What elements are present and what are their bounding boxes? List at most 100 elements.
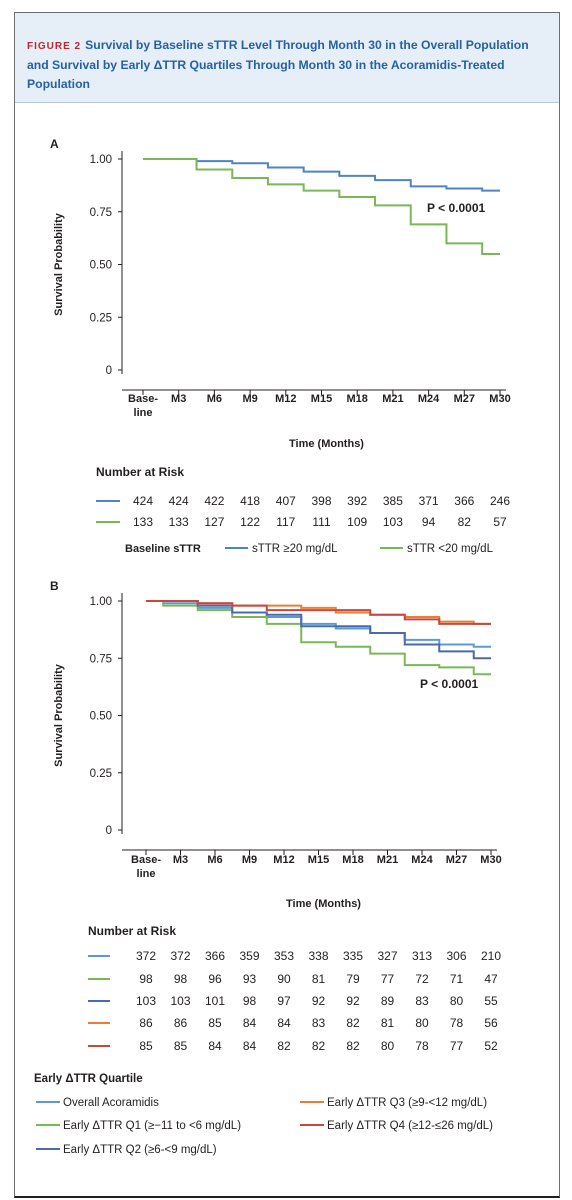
risk-cell: 103 bbox=[136, 994, 156, 1008]
risk-cell: 424 bbox=[169, 494, 189, 508]
risk-cell: 86 bbox=[139, 1016, 153, 1030]
p-value-annotation: P < 0.0001 bbox=[420, 677, 478, 691]
x-tick-label: M21 bbox=[377, 854, 398, 866]
y-tick-label: 0.50 bbox=[90, 260, 112, 272]
risk-cell: 98 bbox=[174, 972, 188, 986]
x-tick-label: M9 bbox=[242, 854, 257, 866]
y-axis-label: Survival Probability bbox=[53, 212, 65, 316]
risk-cell: 83 bbox=[415, 994, 429, 1008]
risk-cell: 79 bbox=[346, 972, 360, 986]
risk-cell: 117 bbox=[276, 515, 295, 529]
risk-cell: 366 bbox=[454, 494, 474, 508]
x-tick-label: M27 bbox=[446, 854, 467, 866]
x-tick-label: M3 bbox=[171, 393, 186, 405]
x-tick-label: M30 bbox=[489, 393, 510, 405]
risk-cell: 77 bbox=[450, 1039, 464, 1053]
risk-cell: 353 bbox=[274, 949, 294, 963]
risk-cell: 57 bbox=[493, 515, 507, 529]
risk-cell: 98 bbox=[139, 972, 153, 986]
risk-cell: 122 bbox=[240, 515, 260, 529]
x-tick-label: M3 bbox=[173, 854, 188, 866]
risk-cell: 133 bbox=[133, 515, 153, 529]
risk-cell: 418 bbox=[240, 494, 260, 508]
legend-label: sTTR <20 mg/dL bbox=[407, 543, 494, 555]
risk-cell: 71 bbox=[450, 972, 464, 986]
y-axis-label: Survival Probability bbox=[53, 663, 65, 767]
panel-b: B 0 0.25 0.50 0.75 1.00 Survival Probability Ba… bbox=[34, 579, 502, 1156]
x-tick-label: M18 bbox=[342, 854, 363, 866]
series-line-3 bbox=[146, 600, 491, 660]
p-value-annotation: P < 0.0001 bbox=[427, 201, 485, 215]
risk-cell: 93 bbox=[243, 972, 257, 986]
x-axis-label: Time (Months) bbox=[286, 898, 361, 910]
figure-title: FIGURE 2 Survival by Baseline sTTR Level … bbox=[27, 36, 547, 94]
x-tick-label: Base- bbox=[128, 393, 158, 405]
risk-cell: 90 bbox=[277, 972, 291, 986]
risk-cell: 98 bbox=[243, 994, 257, 1008]
risk-cell: 72 bbox=[415, 972, 429, 986]
risk-cell: 96 bbox=[208, 972, 222, 986]
y-tick-label: 0.75 bbox=[90, 653, 112, 665]
series-line-5 bbox=[146, 600, 491, 625]
y-tick-label: 0 bbox=[106, 825, 112, 837]
legend-label: sTTR ≥20 mg/dL bbox=[252, 543, 338, 555]
risk-cell: 313 bbox=[412, 949, 432, 963]
x-tick-label: M18 bbox=[346, 393, 367, 405]
panel-a: A 0 0.25 0.50 0.75 1.00 Survival Probability Ba… bbox=[50, 137, 511, 555]
panel-label: B bbox=[50, 579, 59, 593]
x-tick-label: M12 bbox=[275, 393, 296, 405]
x-tick-label: M21 bbox=[382, 393, 403, 405]
risk-cell: 84 bbox=[243, 1039, 257, 1053]
risk-cell: 92 bbox=[346, 994, 360, 1008]
risk-cell: 94 bbox=[422, 515, 436, 529]
risk-cell: 80 bbox=[450, 994, 464, 1008]
y-tick-label: 1.00 bbox=[90, 596, 112, 608]
legend-title: Early ΔTTR Quartile bbox=[34, 1073, 143, 1085]
risk-cell: 372 bbox=[170, 949, 190, 963]
risk-cell: 372 bbox=[136, 949, 156, 963]
legend-title: Baseline sTTR bbox=[125, 543, 201, 555]
series-line-2 bbox=[146, 600, 491, 676]
x-tick-label: M24 bbox=[411, 854, 433, 866]
risk-cell: 127 bbox=[204, 515, 224, 529]
series-line-1 bbox=[143, 158, 500, 192]
legend-label: Early ΔTTR Q3 (≥9-<12 mg/dL) bbox=[327, 1097, 487, 1109]
risk-cell: 77 bbox=[381, 972, 395, 986]
risk-cell: 103 bbox=[170, 994, 190, 1008]
legend-label: Overall Acoramidis bbox=[63, 1097, 159, 1109]
risk-table-title: Number at Risk bbox=[88, 924, 176, 938]
x-tick-label: M6 bbox=[207, 854, 222, 866]
risk-cell: 84 bbox=[243, 1016, 257, 1030]
risk-cell: 86 bbox=[174, 1016, 188, 1030]
x-tick-label: line bbox=[137, 868, 156, 880]
risk-cell: 385 bbox=[383, 494, 403, 508]
risk-cell: 366 bbox=[205, 949, 225, 963]
risk-cell: 82 bbox=[458, 515, 472, 529]
y-tick-label: 0.25 bbox=[90, 312, 112, 324]
x-tick-label: M15 bbox=[308, 854, 329, 866]
risk-cell: 83 bbox=[312, 1016, 326, 1030]
figure-label: FIGURE 2 bbox=[27, 41, 82, 52]
risk-cell: 359 bbox=[239, 949, 259, 963]
x-tick-label: M15 bbox=[311, 393, 332, 405]
x-axis-label: Time (Months) bbox=[289, 438, 364, 450]
risk-cell: 82 bbox=[346, 1016, 360, 1030]
risk-cell: 101 bbox=[205, 994, 225, 1008]
x-tick-label: M9 bbox=[242, 393, 257, 405]
risk-cell: 422 bbox=[204, 494, 224, 508]
risk-cell: 56 bbox=[484, 1016, 498, 1030]
panel-label: A bbox=[50, 137, 59, 151]
y-tick-label: 1.00 bbox=[90, 154, 112, 166]
x-tick-label: M24 bbox=[418, 393, 440, 405]
risk-cell: 398 bbox=[311, 494, 331, 508]
risk-cell: 392 bbox=[347, 494, 367, 508]
risk-cell: 327 bbox=[377, 949, 397, 963]
risk-cell: 338 bbox=[308, 949, 328, 963]
x-tick-label: M6 bbox=[207, 393, 222, 405]
risk-cell: 92 bbox=[312, 994, 326, 1008]
series-line-2 bbox=[143, 158, 500, 255]
risk-cell: 82 bbox=[277, 1039, 291, 1053]
y-tick-label: 0 bbox=[106, 365, 112, 377]
risk-cell: 210 bbox=[481, 949, 501, 963]
risk-cell: 306 bbox=[446, 949, 466, 963]
